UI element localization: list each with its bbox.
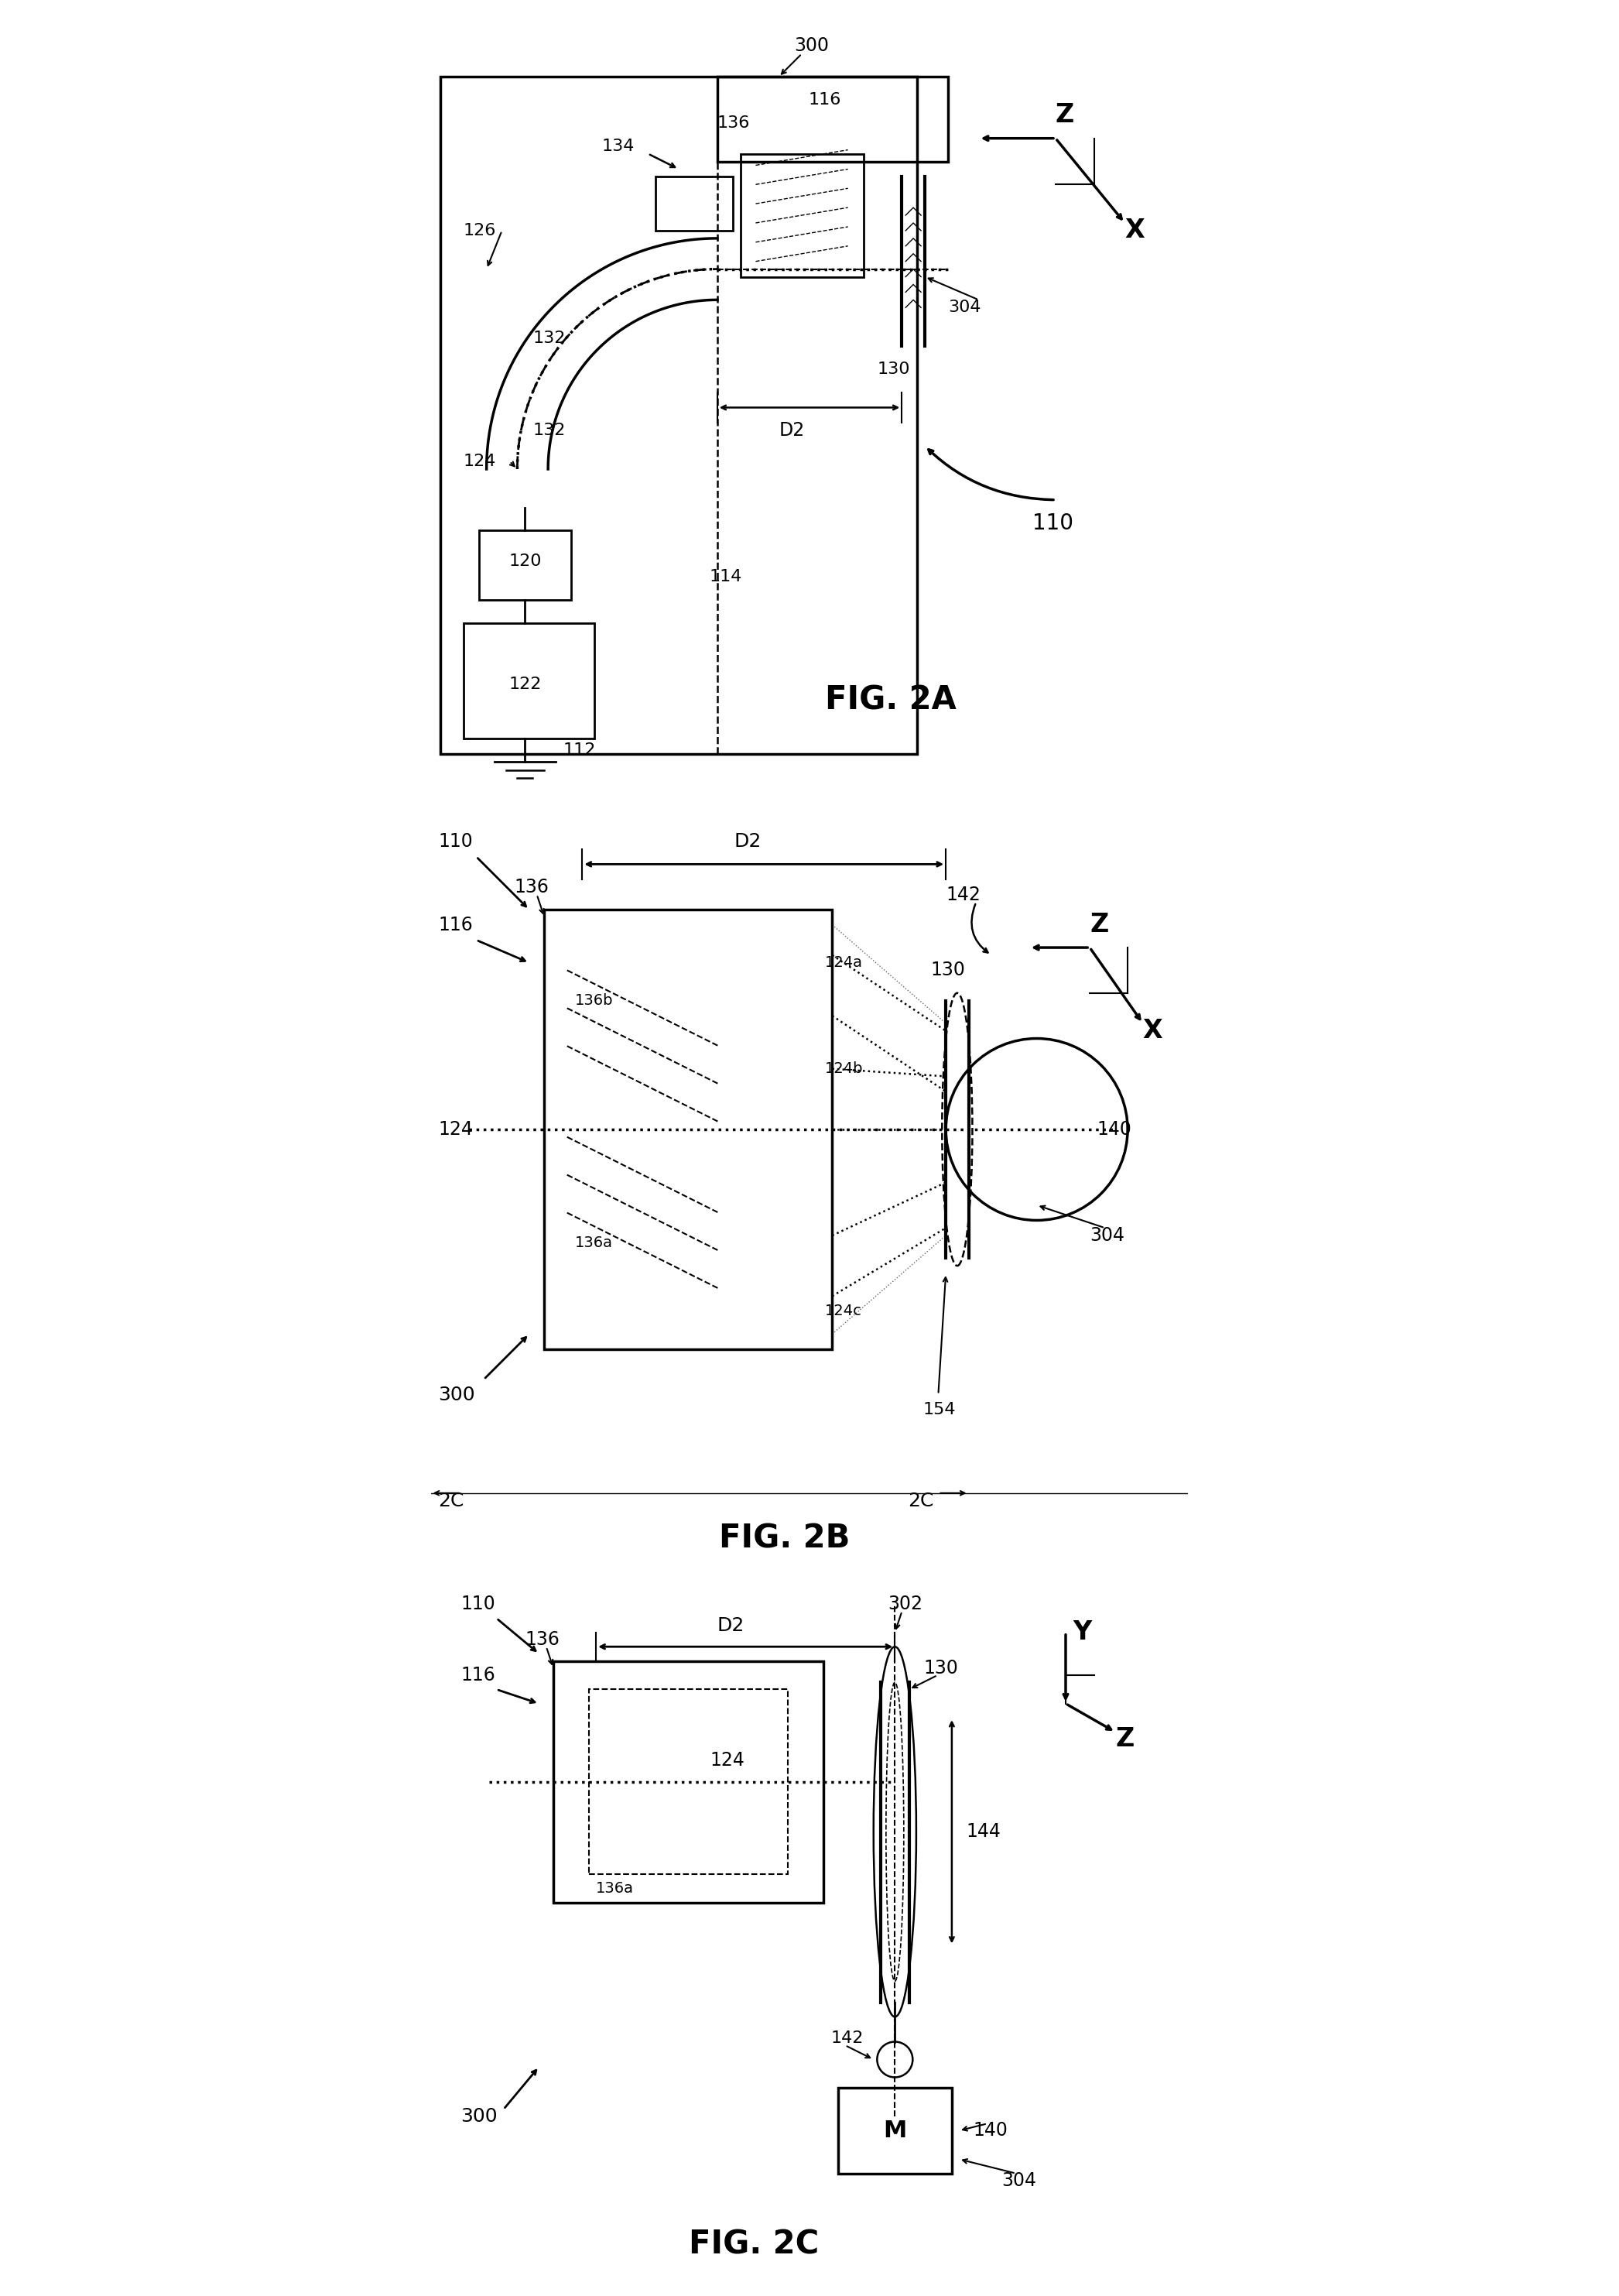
Text: 122: 122 [508, 677, 541, 691]
Text: 2C: 2C [439, 1492, 465, 1511]
Text: 134: 134 [602, 138, 635, 154]
Text: 116: 116 [461, 1667, 495, 1685]
Text: 116: 116 [439, 916, 473, 934]
Text: 300: 300 [439, 1384, 476, 1403]
Text: 300: 300 [461, 2108, 497, 2126]
Text: D2: D2 [717, 1616, 745, 1635]
Text: Z: Z [1115, 1727, 1135, 1752]
Text: 124: 124 [463, 455, 497, 468]
Text: D2: D2 [779, 422, 805, 441]
Text: D2: D2 [733, 831, 761, 852]
Text: 124: 124 [439, 1120, 473, 1139]
Text: 136b: 136b [575, 994, 614, 1008]
Bar [717, 76, 947, 161]
Bar [589, 1690, 788, 1874]
Text: 140: 140 [1098, 1120, 1132, 1139]
Text: 300: 300 [795, 37, 829, 55]
Text: FIG. 2A: FIG. 2A [824, 684, 957, 716]
Text: 140: 140 [973, 2122, 1009, 2140]
Text: 110: 110 [461, 1596, 495, 1614]
Bar [440, 76, 916, 753]
Text: 136: 136 [717, 115, 750, 131]
Text: 132: 132 [533, 422, 565, 439]
Text: 126: 126 [463, 223, 497, 239]
Text: 304: 304 [1090, 1226, 1125, 1244]
Text: 142: 142 [945, 886, 981, 905]
Text: X: X [1125, 218, 1145, 243]
Bar [740, 154, 863, 278]
Text: 2C: 2C [908, 1492, 934, 1511]
Bar [839, 2087, 952, 2174]
Text: 110: 110 [1033, 512, 1073, 533]
Text: 120: 120 [508, 553, 541, 569]
Text: 130: 130 [877, 360, 910, 377]
Text: 304: 304 [1002, 2172, 1036, 2190]
Text: 116: 116 [808, 92, 842, 108]
Text: 114: 114 [709, 569, 743, 585]
Text: 124: 124 [709, 1752, 745, 1770]
Text: Z: Z [1056, 103, 1075, 129]
Text: 130: 130 [931, 962, 965, 980]
Text: 132: 132 [533, 331, 565, 347]
Text: FIG. 2B: FIG. 2B [719, 1522, 850, 1554]
Text: 136a: 136a [596, 1880, 635, 1896]
Bar [463, 622, 594, 739]
Text: 304: 304 [947, 301, 981, 315]
Bar [656, 177, 733, 230]
Text: 130: 130 [923, 1658, 958, 1678]
Bar [544, 909, 832, 1350]
Text: 136a: 136a [575, 1235, 612, 1251]
Text: Z: Z [1090, 912, 1109, 937]
Text: X: X [1143, 1017, 1162, 1045]
Text: FIG. 2C: FIG. 2C [688, 2229, 819, 2262]
Text: 136: 136 [525, 1630, 560, 1649]
Text: 124a: 124a [824, 955, 863, 971]
Bar [554, 1660, 824, 1903]
Text: M: M [882, 2119, 907, 2142]
Text: 124c: 124c [824, 1304, 861, 1318]
Text: 154: 154 [923, 1403, 955, 1417]
Text: Y: Y [1073, 1619, 1091, 1646]
Text: 124b: 124b [824, 1061, 863, 1077]
Text: 302: 302 [887, 1596, 923, 1614]
Text: 136: 136 [515, 877, 549, 895]
Text: 110: 110 [439, 831, 473, 852]
Text: 144: 144 [967, 1823, 1001, 1841]
Bar [479, 530, 572, 599]
Text: 112: 112 [563, 742, 596, 758]
Text: 142: 142 [831, 2030, 863, 2046]
